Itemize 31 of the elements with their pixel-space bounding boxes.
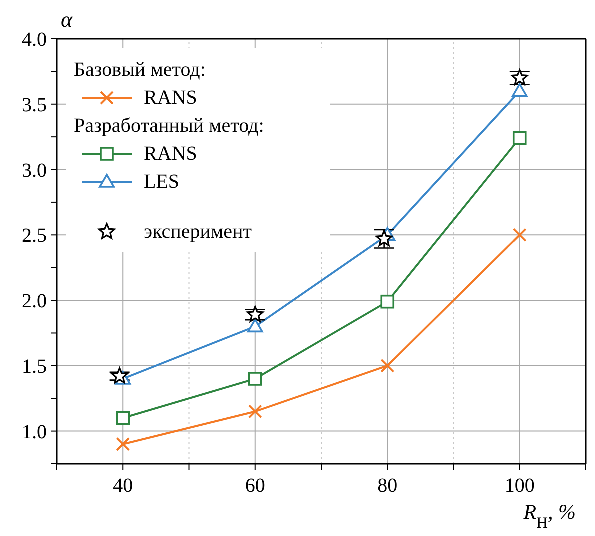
y-tick-label: 1.5: [22, 356, 47, 378]
y-tick-label: 3.0: [22, 160, 47, 182]
x-tick-label: 60: [245, 475, 266, 497]
y-tick-label: 1.0: [22, 421, 47, 444]
legend-label: LES: [144, 170, 180, 195]
point: [248, 404, 262, 419]
point: [248, 372, 262, 386]
point: [512, 83, 528, 98]
y-tick-label: 3.5: [22, 94, 47, 116]
point: [116, 437, 130, 452]
point: [247, 318, 264, 333]
y-tick-label: 4.0: [22, 29, 47, 51]
x-tick-label: 80: [378, 475, 398, 497]
point: [380, 294, 395, 309]
point: [512, 131, 527, 146]
x-axis-title: R$_{H}$, %: [522, 500, 576, 532]
annotation: Базовый метод:: [74, 58, 207, 83]
legend-label: RANS: [144, 142, 198, 167]
x-tick-label: 40: [113, 475, 134, 497]
point: [512, 228, 527, 242]
y-axis-title: α: [61, 7, 73, 32]
x-tick-label: 100: [504, 475, 535, 497]
point: [111, 368, 128, 384]
point: [116, 411, 130, 426]
legend-label: эксперимент: [144, 220, 252, 245]
y-tick-label: 2.5: [22, 225, 47, 248]
annotation: Разработанный метод:: [74, 114, 266, 139]
point: [246, 306, 264, 322]
point: [380, 358, 395, 373]
y-tick-label: 2.0: [22, 290, 47, 313]
legend-label: RANS: [144, 86, 198, 111]
